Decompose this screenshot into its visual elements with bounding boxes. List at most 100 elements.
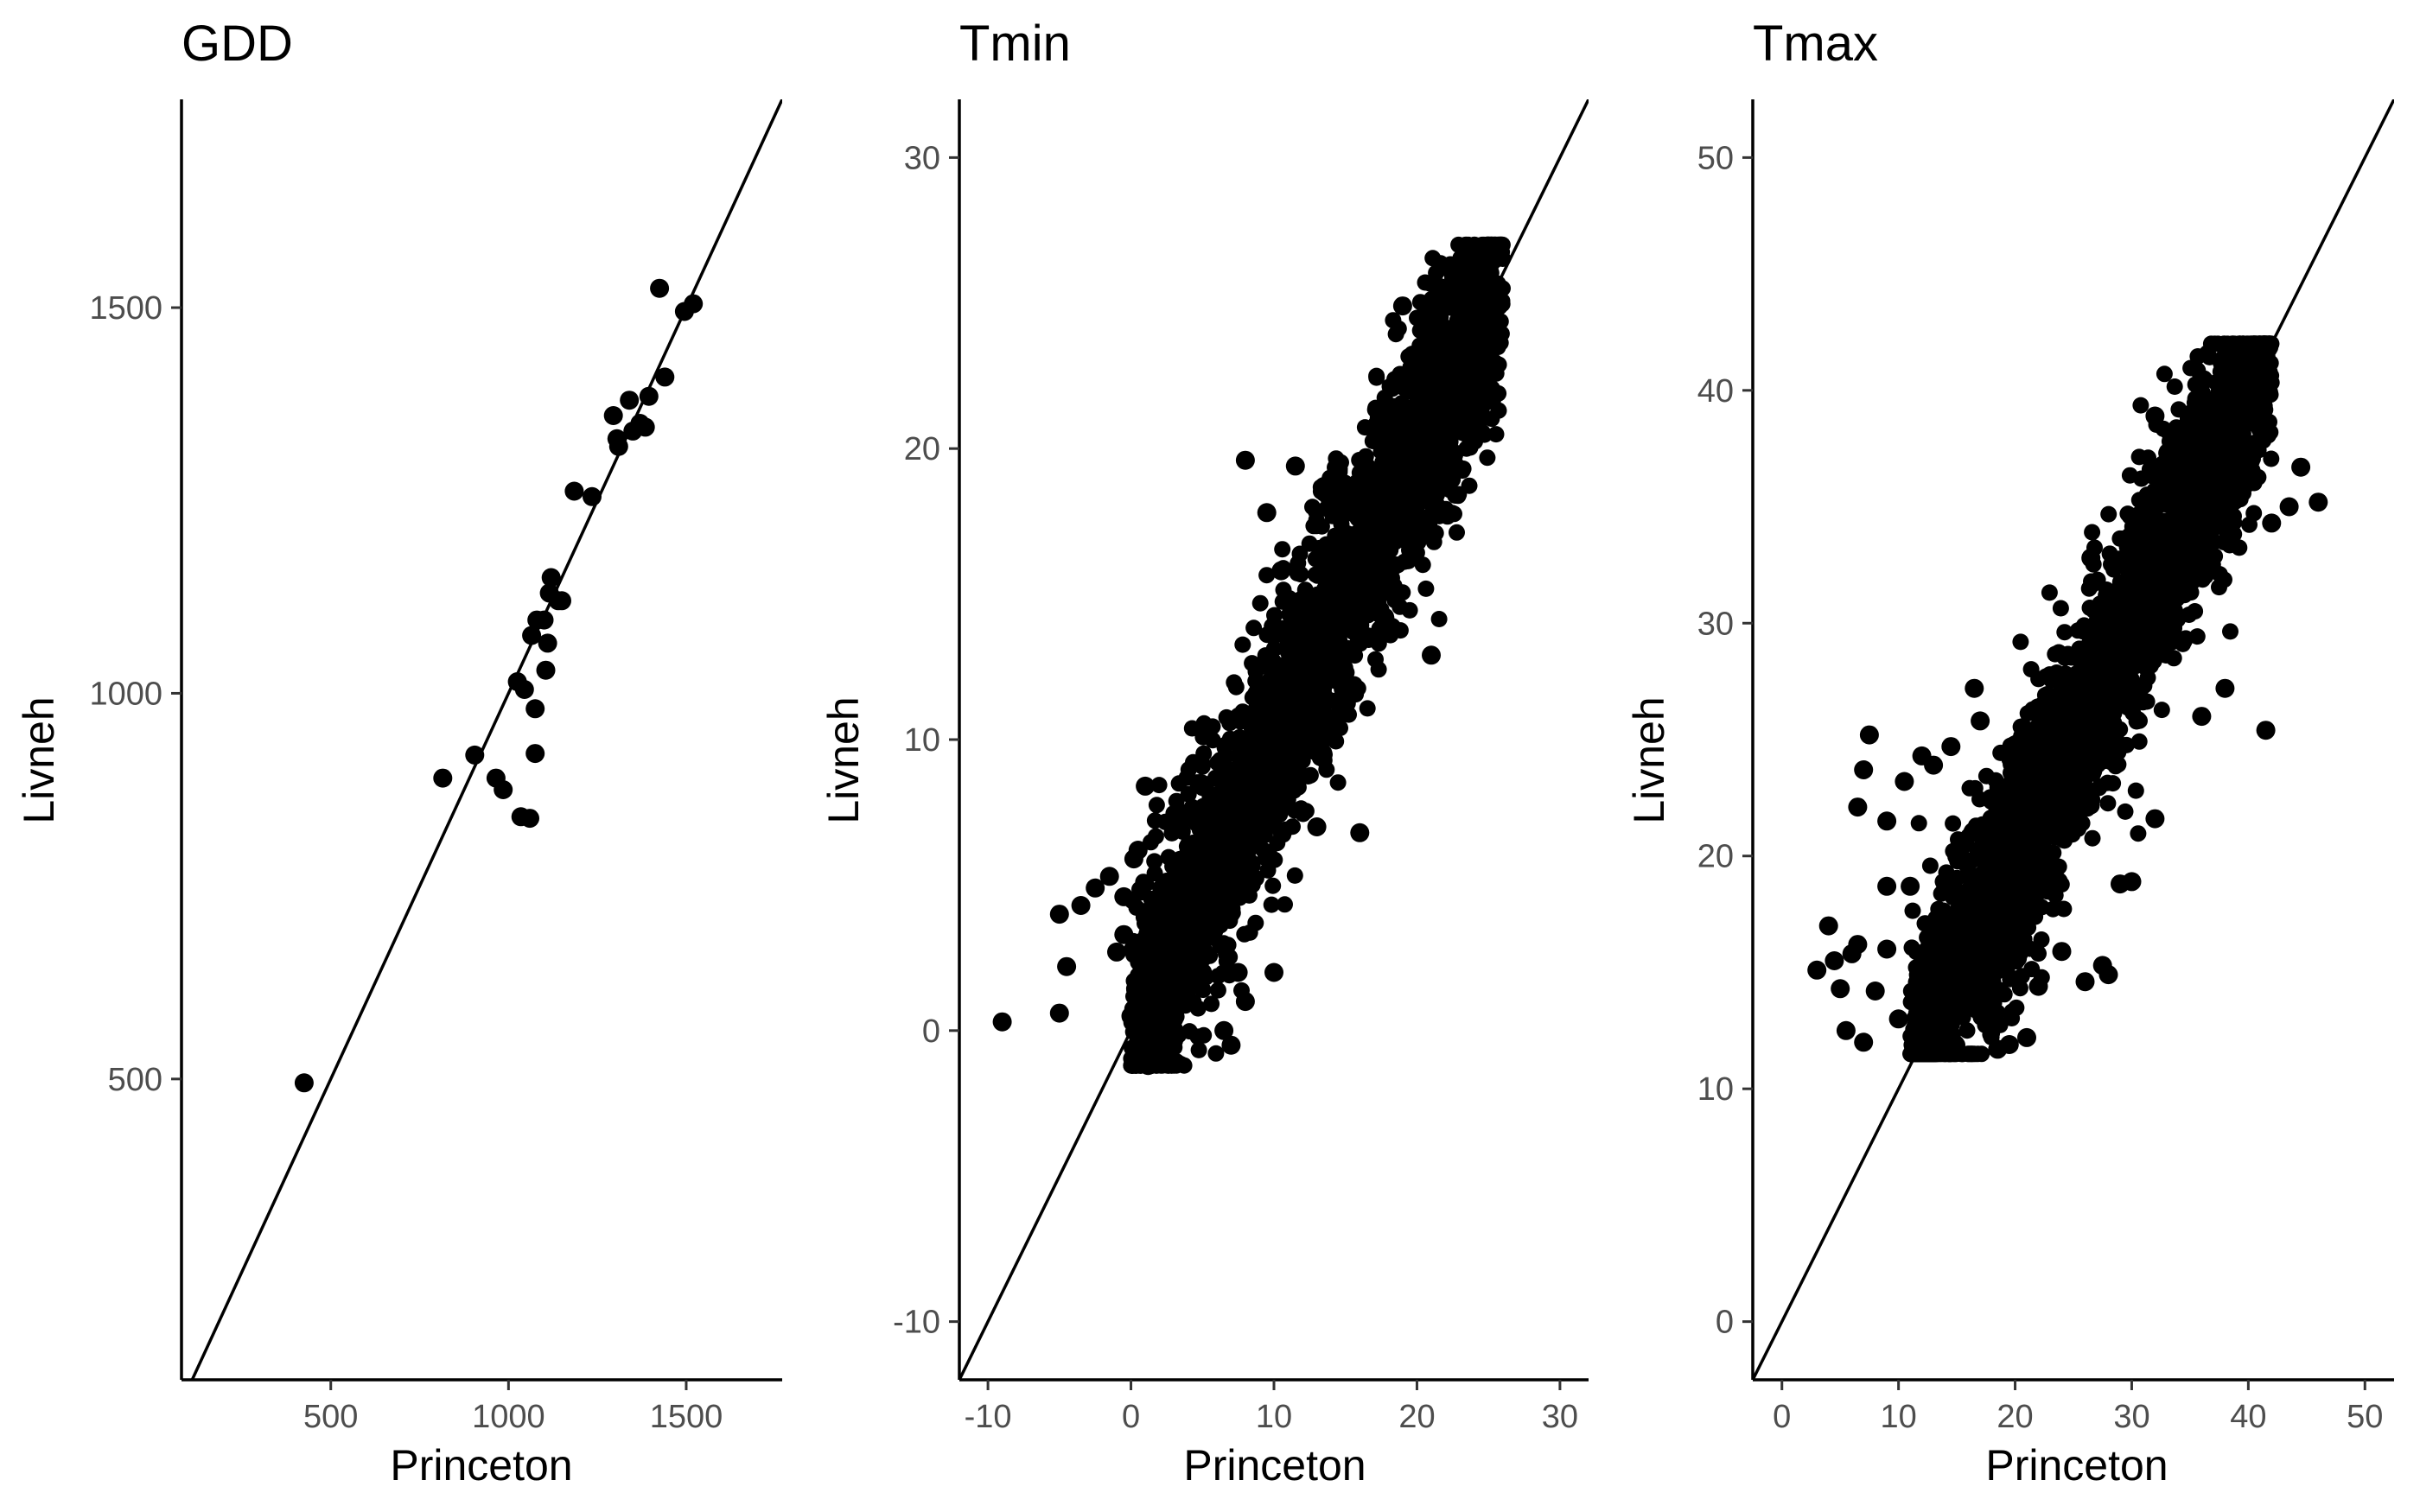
data-point [1180,785,1197,803]
data-point [1248,683,1265,700]
data-point [1394,418,1411,435]
data-point [1449,397,1467,414]
data-point [1114,886,1134,906]
data-point [1492,313,1509,330]
data-point [1334,663,1351,680]
data-point [1107,942,1126,962]
x-tick-label: 0 [1122,1399,1140,1435]
data-point [1465,341,1482,359]
data-point [1189,1028,1207,1045]
data-point [2008,743,2025,760]
data-point [1226,785,1244,803]
data-point [1146,912,1163,930]
data-point [2130,825,2147,842]
data-point [1182,979,1200,996]
data-point [1265,640,1283,658]
data-point [1334,644,1351,661]
data-point [1334,543,1352,561]
data-point [520,809,539,829]
y-tick-label: 20 [904,431,940,467]
data-point [1404,346,1421,363]
data-point [1164,1032,1181,1050]
data-point [1221,846,1238,863]
data-point [1417,580,1435,597]
data-point [1350,531,1367,549]
data-point [1459,256,1476,273]
data-point [1269,835,1286,852]
data-point [1461,357,1478,374]
data-point [1194,756,1211,773]
data-point [1259,861,1277,879]
data-point [1425,533,1442,550]
data-point [1209,870,1226,887]
data-point [1411,399,1429,416]
data-point [1401,601,1418,619]
data-point [564,481,584,501]
data-point [1167,984,1184,1001]
data-point [1407,532,1427,551]
data-point [2153,702,2170,719]
data-point [639,386,659,406]
y-tick-label: 1000 [89,676,162,712]
data-point [1430,369,1447,386]
data-point [2130,733,2148,750]
data-point [1207,849,1225,867]
y-tick-label: 30 [904,140,940,176]
data-point [2084,524,2101,541]
data-point [522,626,542,645]
data-point [1429,321,1446,338]
data-point [552,591,571,611]
data-point [655,367,675,387]
data-point [1342,502,1360,519]
data-point [1235,992,1255,1012]
y-axis-title: Livneh [1625,696,1673,823]
data-point [2188,628,2206,645]
data-point [1417,467,1434,484]
data-point [2241,516,2258,533]
data-point [1433,450,1450,467]
data-point [1385,526,1402,543]
data-point [1402,438,1419,455]
data-point [1156,813,1174,830]
data-point [2181,607,2198,623]
data-point [1099,867,1119,886]
data-point [2156,365,2173,383]
data-point [534,610,554,630]
data-point [538,633,557,653]
data-point [1367,651,1384,668]
data-point [1437,500,1455,518]
data-point [1049,905,1069,924]
data-point [1977,767,1995,785]
data-point [525,744,545,764]
data-point [1221,1035,1241,1055]
data-point [2084,829,2101,847]
data-point [536,660,556,680]
data-point [525,699,545,719]
data-point [1318,536,1334,553]
data-point [2099,795,2117,812]
data-point [1283,645,1301,663]
data-point [1904,902,1921,919]
data-point [1171,878,1188,895]
data-point [1329,774,1347,791]
data-point [2051,872,2068,889]
data-point [2056,624,2073,641]
data-point [1417,274,1434,291]
data-point [1049,1003,1069,1023]
data-point [1167,864,1184,881]
data-point [1312,748,1329,766]
data-point [1239,734,1257,751]
data-point [1057,956,1077,976]
data-point [1349,573,1366,590]
data-point [1903,939,1920,956]
data-point [1935,953,1952,970]
data-point [1203,995,1220,1013]
panel-title: Tmax [1753,16,1878,72]
data-point [583,486,602,506]
data-point [620,391,640,410]
data-point [2121,527,2138,544]
data-point [1451,322,1468,340]
data-point [1454,269,1471,286]
data-point [1948,869,1965,886]
data-point [1199,815,1216,831]
